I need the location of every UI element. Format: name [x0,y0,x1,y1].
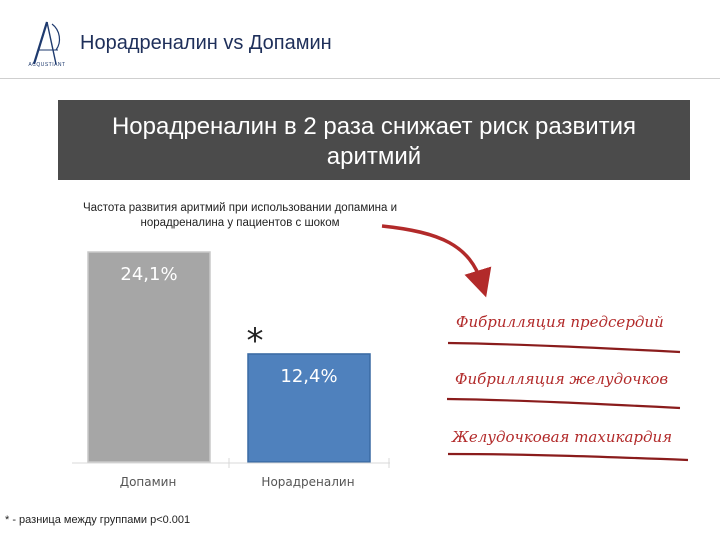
arrhythmia-item-3: Желудочковая тахикардия [451,428,672,446]
chart-title-line-2: норадреналина у пациентов с шоком [140,217,340,229]
headline-banner: Норадреналин в 2 раза снижает риск разви… [58,100,690,180]
arrhythmia-item-1: Фибрилляция предсердий [456,313,664,331]
chart-title: Частота развития аритмий при использован… [40,201,440,231]
bar-2 [247,353,371,463]
header-divider [0,78,720,79]
category-label: Допамин [120,475,177,489]
company-logo [32,21,61,65]
page-title: Норадреналин vs Допамин [80,32,332,54]
significance-asterisk: * [247,321,264,361]
bar-value-label: 12,4% [280,366,337,387]
bar-value-label: 24,1% [120,264,177,285]
arrhythmia-item-2: Фибрилляция желудочков [455,370,668,388]
underline-1 [447,341,681,354]
underline-2 [446,397,681,410]
headline-line-2: аритмий [326,143,422,170]
category-label: Норадреналин [261,475,354,489]
logo-text: ACQUSTIANT [28,62,66,68]
chart-title-line-1: Частота развития аритмий при использован… [82,202,398,214]
footnote: * - разница между группами p<0.001 [5,514,191,526]
underline-3 [447,452,689,462]
headline-line-1: Норадреналин в 2 раза снижает риск разви… [111,113,637,140]
bar-1 [87,251,211,463]
red-arrow [381,224,492,298]
